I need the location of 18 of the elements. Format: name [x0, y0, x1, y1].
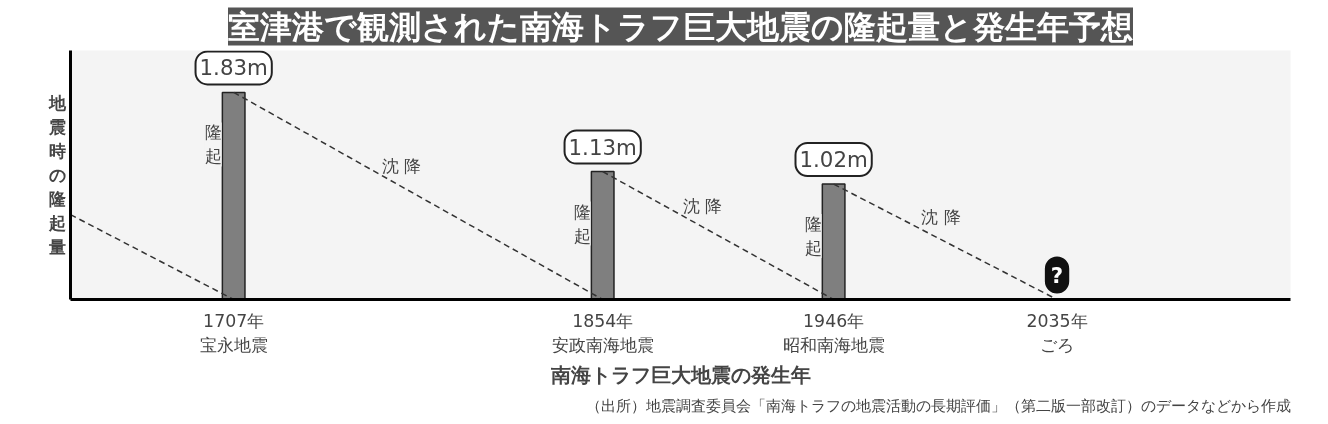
chart-title: 室津港で観測された南海トラフ巨大地震の隆起量と発生年予想	[228, 7, 1133, 46]
x-tick-label: 1707年宝永地震	[199, 310, 268, 355]
annotation: 沈 降	[921, 206, 961, 227]
annotation: 沈 降	[682, 196, 723, 217]
data-label: 1.83m	[199, 55, 268, 81]
text: （出所）地震調査委員会「南海トラフの地震活動の長期評価」（第二版一部改訂）のデータなどから作成	[585, 396, 1291, 414]
annotation: 沈 降	[381, 155, 422, 176]
x-tick-label: 1946年昭和南海地震	[782, 310, 885, 355]
annotation: 隆起	[804, 214, 822, 259]
x-tick-label: 2035年ごろ	[1026, 310, 1088, 355]
y-axis-title: 地震時の隆起量	[47, 93, 67, 257]
data-label: 1.02m	[799, 147, 868, 173]
x-axis-title: 南海トラフ巨大地震の発生年	[549, 362, 811, 387]
annotation: ?	[1050, 262, 1064, 288]
annotation: 隆起	[204, 122, 222, 167]
x-tick-label: 1854年安政南海地震	[551, 310, 654, 355]
annotation: 隆起	[573, 201, 591, 246]
data-label: 1.13m	[568, 134, 637, 160]
